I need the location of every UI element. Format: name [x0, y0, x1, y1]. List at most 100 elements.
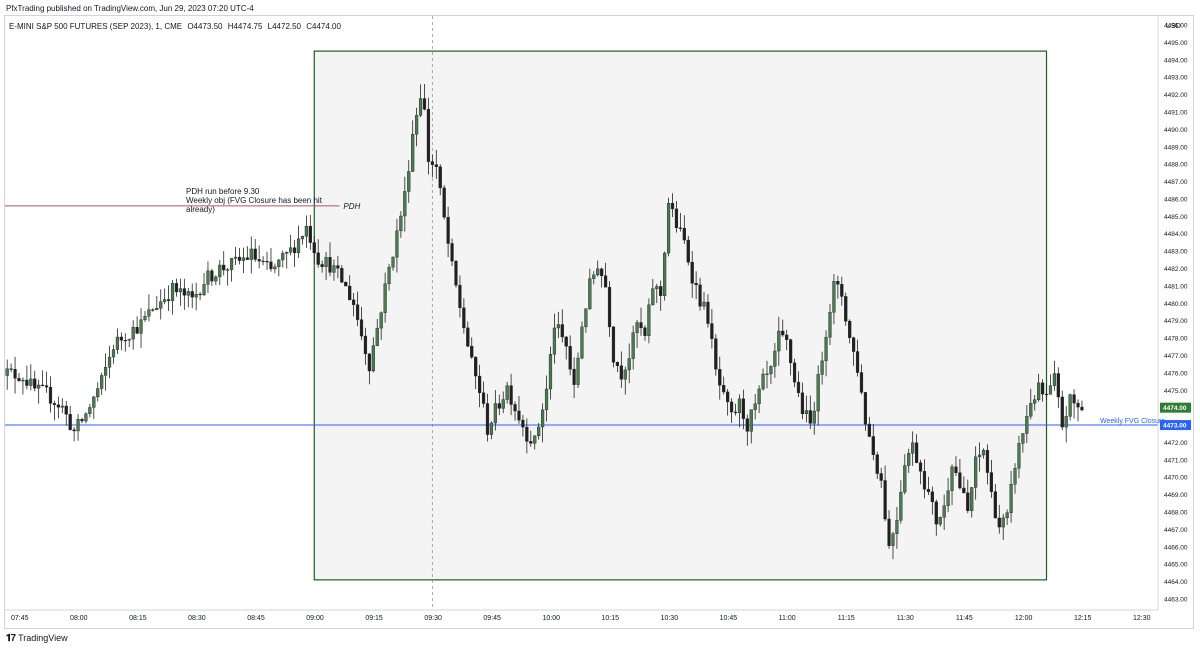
candle-body: [44, 385, 49, 388]
candle-body: [285, 252, 289, 254]
candle-body: [210, 270, 214, 282]
candle-body: [1040, 382, 1045, 395]
candle-body: [166, 299, 171, 301]
candle-body: [422, 98, 427, 110]
candle-body: [107, 356, 112, 368]
candle-body: [867, 423, 871, 437]
y-tick-label: 4480.00: [1164, 301, 1188, 308]
candle-body: [233, 256, 238, 259]
level-price-label: 4473.00: [1163, 423, 1187, 430]
y-tick-label: 4472.00: [1164, 440, 1188, 447]
candle-body: [655, 286, 659, 289]
candle-body: [316, 252, 320, 265]
candle-body: [1005, 512, 1009, 519]
candle-body: [304, 225, 308, 237]
candle-body: [363, 335, 368, 355]
candle-body: [808, 410, 812, 424]
candle-body: [792, 362, 797, 383]
candle-body: [411, 134, 415, 172]
candle-body: [930, 491, 934, 503]
y-tick-label: 4475.00: [1164, 388, 1188, 395]
y-tick-label: 4468.00: [1164, 510, 1188, 517]
candle-body: [781, 330, 785, 336]
y-tick-label: 4481.00: [1164, 283, 1188, 290]
candle-body: [863, 392, 868, 425]
candle-body: [572, 368, 576, 385]
candle-body: [41, 384, 45, 387]
candle-body: [552, 327, 557, 355]
candle-body: [1017, 443, 1021, 469]
candle-body: [407, 171, 411, 192]
candle-body: [985, 450, 990, 473]
candle-body: [245, 257, 249, 260]
candle-body: [64, 405, 68, 415]
candle-body: [355, 304, 360, 320]
candle-body: [663, 252, 667, 296]
candle-body: [127, 338, 131, 341]
chart-title: E-MINI S&P 500 FUTURES (SEP 2023), 1, CM…: [9, 22, 341, 31]
candle-body: [615, 362, 619, 366]
candle-body: [560, 324, 564, 338]
candle-body: [942, 505, 946, 518]
candle-body: [123, 340, 127, 342]
candle-body: [962, 487, 966, 494]
candle-body: [816, 374, 820, 412]
candle-body: [344, 282, 348, 287]
candle-body: [1001, 517, 1005, 528]
candle-body: [934, 501, 938, 525]
candle-body: [694, 283, 698, 286]
candle-body: [726, 391, 730, 403]
candle-body: [1064, 416, 1068, 428]
candle-body: [521, 419, 525, 428]
brand-name: TradingView: [18, 633, 68, 643]
candle-body: [1037, 382, 1041, 400]
candle-body: [710, 323, 714, 339]
candle-body: [855, 351, 860, 373]
candle-body: [659, 286, 663, 296]
candle-body: [379, 312, 383, 329]
candle-body: [844, 296, 848, 322]
y-tick-label: 4463.00: [1164, 597, 1188, 604]
candle-body: [206, 270, 210, 285]
candle-body: [769, 366, 773, 375]
candle-body: [186, 291, 190, 296]
candle-body: [686, 239, 690, 263]
x-tick-label: 09:00: [306, 615, 324, 622]
candle-body: [100, 375, 104, 389]
candle-body: [765, 373, 769, 375]
candle-body: [226, 269, 230, 271]
x-tick-label: 11:15: [838, 615, 855, 622]
y-tick-label: 4488.00: [1164, 162, 1188, 169]
candle-body: [147, 309, 151, 317]
candle-body: [958, 472, 962, 489]
candle-body: [627, 358, 631, 371]
candle-body: [875, 454, 879, 474]
candle-body: [974, 456, 978, 488]
y-tick-label: 4491.00: [1164, 109, 1188, 116]
annotation-line: PDH run before 9.30: [186, 187, 260, 196]
fvg-level-name: Weekly FVG Closure: [1100, 418, 1165, 425]
y-tick-label: 4485.00: [1164, 214, 1188, 221]
candle-body: [907, 453, 911, 466]
candle-body: [481, 392, 486, 404]
y-tick-label: 4464.00: [1164, 579, 1188, 586]
candle-body: [666, 203, 671, 254]
x-tick-label: 09:15: [365, 615, 383, 622]
candle-body: [785, 334, 789, 340]
candle-body: [269, 261, 273, 270]
candle-body: [163, 299, 167, 302]
candle-body: [753, 403, 757, 410]
candle-body: [603, 275, 608, 288]
candle-body: [926, 489, 931, 492]
candle-body: [426, 109, 431, 162]
candle-body: [1080, 406, 1084, 411]
candle-body: [202, 284, 206, 296]
candle-body: [399, 215, 403, 231]
crosshair-time-tag: [420, 612, 445, 623]
candle-body: [895, 520, 899, 534]
candle-body: [812, 410, 816, 424]
candlestick-chart[interactable]: 4463.00 4464.00 4465.00 4466.00 4467.00 4468.…: [5, 16, 1193, 628]
candle-body: [576, 357, 580, 385]
y-tick-label: 4484.00: [1164, 231, 1188, 238]
candle-body: [170, 283, 175, 301]
